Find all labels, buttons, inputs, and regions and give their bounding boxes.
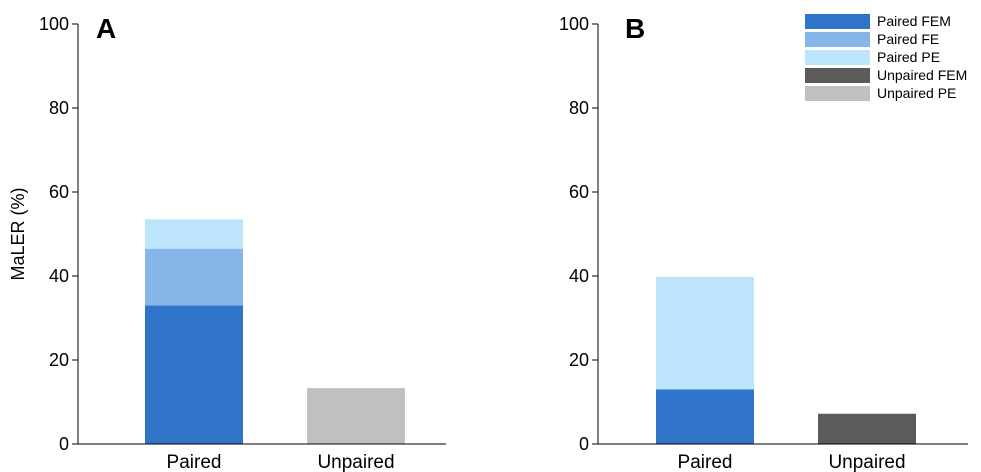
panel-a-bar-unpaired-unpaired-pe — [307, 388, 405, 444]
panel-b-y-tick-label-20: 20 — [569, 350, 589, 370]
panel-b-legend-swatch-unpaired-pe — [805, 86, 870, 101]
panel-b-x-category-label-paired: Paired — [678, 452, 733, 472]
panel-a-letter: A — [96, 13, 116, 44]
panel-a-y-tick-label-40: 40 — [49, 266, 69, 286]
panel-b-y-tick-label-40: 40 — [569, 266, 589, 286]
panel-b-axes: 0 20 40 60 80 100 Paired Unpaired — [559, 14, 968, 472]
panel-b-legend-label-paired-pe: Paired PE — [877, 49, 940, 65]
panel-a-y-tick-label-20: 20 — [49, 350, 69, 370]
panel-b-legend-label-unpaired-fem: Unpaired FEM — [877, 67, 967, 83]
panel-b-letter: B — [625, 13, 645, 44]
panel-a-axes: 0 20 40 60 80 100 Paired Unpaired — [39, 14, 446, 472]
panel-a-bars — [145, 219, 405, 444]
panel-a-y-tick-label-0: 0 — [59, 434, 69, 454]
panel-a: A MaLER (%) 0 20 40 60 80 100 Paired Unpaired — [8, 13, 446, 472]
panel-b-y-tick-label-60: 60 — [569, 182, 589, 202]
panel-a-y-tick-label-60: 60 — [49, 182, 69, 202]
panel-a-x-category-label-unpaired: Unpaired — [317, 452, 394, 472]
panel-b-legend: Paired FEM Paired FE Paired PE Unpaired FEM… — [805, 13, 967, 101]
panel-b-legend-swatch-unpaired-fem — [805, 68, 870, 83]
panel-b-y-tick-label-80: 80 — [569, 98, 589, 118]
panel-b-legend-label-paired-fem: Paired FEM — [877, 13, 951, 29]
panel-a-bar-paired-paired-pe — [145, 219, 243, 249]
panel-b-legend-swatch-paired-pe — [805, 50, 870, 65]
panel-b-legend-label-unpaired-pe: Unpaired PE — [877, 85, 956, 101]
panel-b-bar-paired-paired-pe — [656, 276, 754, 390]
panel-b-bars — [656, 276, 916, 444]
panel-a-y-tick-label-80: 80 — [49, 98, 69, 118]
panel-a-bar-paired-paired-fe — [145, 248, 243, 306]
panel-a-x-category-label-paired: Paired — [167, 452, 222, 472]
panel-b-bar-paired-paired-fem — [656, 389, 754, 444]
panel-b-y-tick-label-0: 0 — [579, 434, 589, 454]
panel-b-x-category-label-unpaired: Unpaired — [828, 452, 905, 472]
panel-a-bar-paired-paired-fem — [145, 305, 243, 444]
panel-a-y-tick-label-100: 100 — [39, 14, 69, 34]
panel-b-legend-label-paired-fe: Paired FE — [877, 31, 939, 47]
panel-b-bar-unpaired-unpaired-fem — [818, 413, 916, 444]
panel-b-legend-swatch-paired-fe — [805, 32, 870, 47]
panel-b-legend-swatch-paired-fem — [805, 14, 870, 29]
panel-a-y-axis-label: MaLER (%) — [8, 187, 28, 280]
panel-b-y-tick-label-100: 100 — [559, 14, 589, 34]
